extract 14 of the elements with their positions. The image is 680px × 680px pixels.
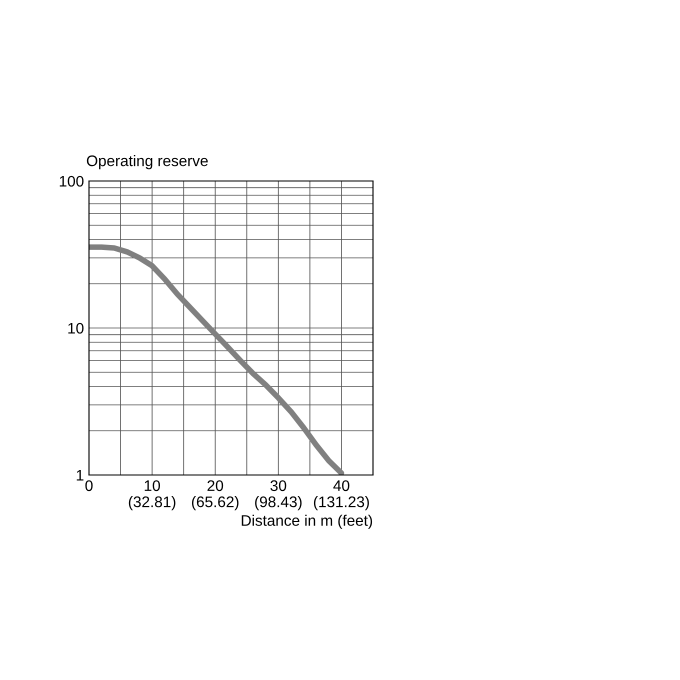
x-tick-label: 20 <box>207 480 224 492</box>
x-tick-label: 30 <box>270 480 286 492</box>
x2-tick-label: (98.43) <box>255 496 302 510</box>
y-axis-title: Operating reserve <box>86 155 208 170</box>
y-tick-label: 10 <box>68 322 84 334</box>
y-tick-label: 100 <box>60 176 84 187</box>
y-tick-label: 1 <box>76 470 84 481</box>
x2-tick-label: (131.23) <box>314 496 369 510</box>
x-tick-label: 40 <box>333 480 350 492</box>
x-tick-label: 0 <box>85 480 93 492</box>
x-axis-title: Distance in m (feet) <box>242 514 372 529</box>
x2-tick-label: (32.81) <box>128 496 176 510</box>
x2-tick-label: (65.62) <box>192 496 238 510</box>
x-tick-label: 10 <box>144 480 160 492</box>
